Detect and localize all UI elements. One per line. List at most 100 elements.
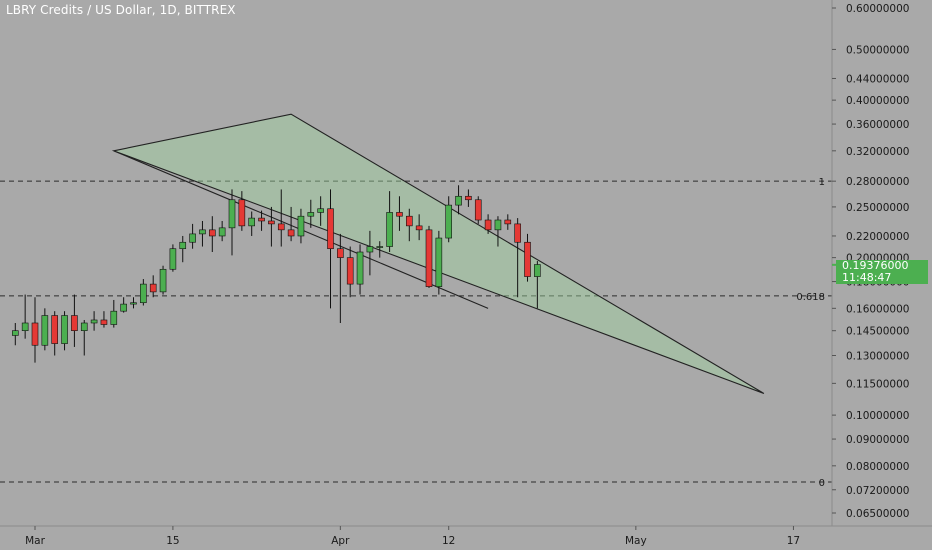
candles xyxy=(12,185,541,363)
candle xyxy=(179,235,187,263)
fib-level-label: 1 xyxy=(819,177,825,188)
candle xyxy=(287,206,295,242)
candle xyxy=(415,214,423,241)
candle xyxy=(71,294,78,347)
y-tick-label: 0.44000000 xyxy=(846,73,909,85)
y-tick-label: 0.28000000 xyxy=(846,176,909,188)
candle xyxy=(307,199,315,228)
y-tick-label: 0.08000000 xyxy=(846,461,909,473)
candle-body-up xyxy=(494,219,502,231)
candle-body-down xyxy=(415,225,423,231)
candle xyxy=(474,196,482,224)
candle xyxy=(258,210,265,231)
current-price-badge: 0.19376000 11:48:47 xyxy=(836,260,928,284)
candle-body-up xyxy=(90,319,98,324)
candle-body-up xyxy=(317,208,324,213)
candle-body-up xyxy=(110,310,118,325)
y-tick-label: 0.22000000 xyxy=(846,231,909,243)
x-tick-label: May xyxy=(625,535,647,547)
candle-body-up xyxy=(386,212,393,247)
candle-body-up xyxy=(21,322,29,331)
candle xyxy=(435,230,443,295)
candle-body-down xyxy=(346,257,354,285)
candle xyxy=(218,220,226,242)
candle xyxy=(209,216,216,253)
y-tick-label: 0.25000000 xyxy=(846,202,909,214)
candle-body-down xyxy=(71,315,78,331)
candle xyxy=(514,218,521,298)
candle xyxy=(61,311,68,351)
candle-body-up xyxy=(159,268,167,293)
candle-body-up xyxy=(356,251,364,285)
candle-body-down xyxy=(100,319,108,325)
candle xyxy=(110,299,118,328)
x-tick-label: 12 xyxy=(442,535,455,547)
candle xyxy=(51,311,59,356)
candle-body-up xyxy=(169,248,177,270)
candle xyxy=(228,189,236,256)
candle-body-down xyxy=(238,199,246,227)
candle-body-down xyxy=(524,241,531,277)
candle-body-up xyxy=(179,241,187,250)
candle xyxy=(149,275,157,298)
candle-body-down xyxy=(277,223,285,231)
candle xyxy=(376,241,384,258)
candle xyxy=(130,297,137,309)
candle-body-down xyxy=(149,283,157,293)
x-tick-label: 15 xyxy=(166,535,179,547)
y-tick-label: 0.14500000 xyxy=(846,326,909,338)
x-tick-label: Apr xyxy=(331,535,350,547)
candle-body-up xyxy=(130,302,137,305)
candle xyxy=(159,265,167,295)
candle xyxy=(199,220,206,247)
candle-body-down xyxy=(405,215,413,227)
candle-body-down xyxy=(337,248,344,258)
candle xyxy=(268,206,275,247)
candle-body-up xyxy=(199,229,206,235)
candle-body-down xyxy=(327,208,334,250)
x-tick-label: 17 xyxy=(787,535,800,547)
candle xyxy=(31,297,39,363)
candle xyxy=(297,208,305,244)
candle-body-up xyxy=(248,217,255,227)
candle-body-up xyxy=(41,315,49,346)
candle-body-down xyxy=(514,223,521,243)
y-tick-label: 0.50000000 xyxy=(846,44,909,56)
fib-level-label: 0 xyxy=(819,478,825,489)
y-tick-label: 0.07200000 xyxy=(846,485,909,497)
y-tick-label: 0.32000000 xyxy=(846,146,909,158)
candle xyxy=(189,223,196,249)
candle xyxy=(140,279,147,306)
fib-level-label: 0.618 xyxy=(796,292,825,303)
y-tick-label: 0.09000000 xyxy=(846,434,909,446)
candle xyxy=(100,311,108,328)
candle-body-up xyxy=(12,330,19,336)
current-price: 0.19376000 xyxy=(842,259,909,272)
candle-body-down xyxy=(465,195,472,201)
candle-body-down xyxy=(484,219,492,231)
candle-body-down xyxy=(425,229,433,287)
candle xyxy=(484,214,492,234)
fib-levels: 1 0.618 0 xyxy=(0,177,832,489)
candle xyxy=(356,244,364,295)
candle-body-up xyxy=(297,215,305,237)
candle xyxy=(366,230,374,276)
x-tick-label: Mar xyxy=(25,535,45,547)
candle xyxy=(317,196,324,226)
candle xyxy=(21,294,29,339)
candle-body-down xyxy=(258,217,265,222)
candle-body-up xyxy=(376,246,384,248)
bar-countdown: 11:48:47 xyxy=(842,271,892,284)
candle xyxy=(445,196,453,243)
candle xyxy=(396,196,403,231)
candle-body-up xyxy=(366,246,374,253)
candle xyxy=(425,225,433,288)
candle-body-up xyxy=(80,322,88,331)
candle-body-up xyxy=(189,233,196,243)
y-tick-label: 0.36000000 xyxy=(846,119,909,131)
candle xyxy=(386,191,393,253)
candle-body-up xyxy=(534,264,541,277)
